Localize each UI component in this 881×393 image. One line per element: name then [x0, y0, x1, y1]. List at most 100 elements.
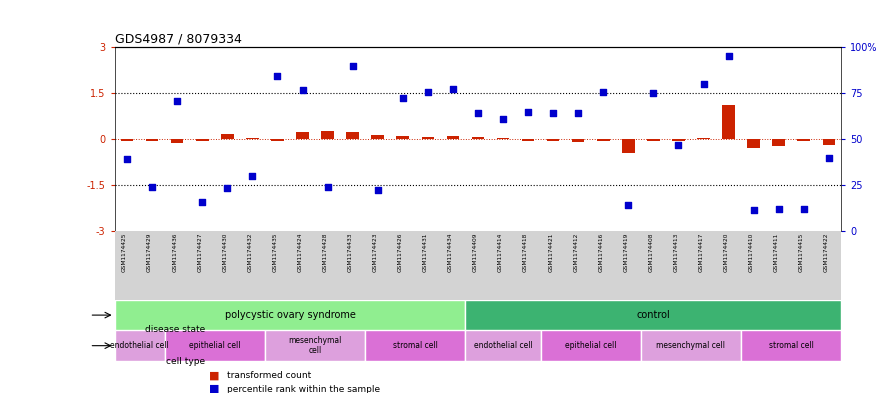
Bar — [672, 139, 685, 141]
Text: endothelial cell: endothelial cell — [474, 341, 532, 350]
Text: epithelial cell: epithelial cell — [565, 341, 617, 350]
Bar — [121, 139, 133, 141]
Bar — [741, 330, 841, 362]
Text: GSM1174431: GSM1174431 — [423, 233, 428, 272]
Text: ■: ■ — [209, 370, 219, 380]
Text: GSM1174409: GSM1174409 — [473, 233, 478, 272]
Bar — [497, 138, 509, 139]
Point — [796, 206, 811, 212]
Bar — [572, 139, 584, 141]
Bar — [597, 139, 610, 141]
Text: GSM1174422: GSM1174422 — [824, 233, 829, 272]
Point — [396, 95, 410, 101]
Bar — [648, 139, 660, 141]
Bar — [246, 138, 259, 139]
Point — [647, 90, 661, 96]
Text: GSM1174413: GSM1174413 — [673, 233, 678, 272]
Text: stromal cell: stromal cell — [769, 341, 814, 350]
Point — [245, 173, 259, 179]
Text: cell type: cell type — [167, 357, 205, 366]
Bar — [396, 136, 409, 139]
Text: ■: ■ — [209, 384, 219, 393]
Bar — [171, 139, 183, 143]
Text: GSM1174435: GSM1174435 — [272, 233, 278, 272]
Point — [697, 81, 711, 87]
Text: GSM1174432: GSM1174432 — [248, 233, 252, 272]
Text: GSM1174416: GSM1174416 — [598, 233, 603, 272]
Point — [371, 187, 385, 193]
Point — [295, 86, 309, 93]
Bar — [722, 105, 735, 139]
Point — [470, 110, 485, 116]
Bar — [271, 139, 284, 141]
Text: GSM1174411: GSM1174411 — [774, 233, 779, 272]
Point — [822, 154, 836, 161]
Point — [496, 116, 510, 122]
Text: GSM1174426: GSM1174426 — [397, 233, 403, 272]
Text: GSM1174427: GSM1174427 — [197, 233, 203, 272]
Bar — [471, 137, 485, 139]
Point — [571, 110, 585, 116]
Text: GSM1174430: GSM1174430 — [222, 233, 227, 272]
Text: GSM1174408: GSM1174408 — [648, 233, 654, 272]
Bar — [697, 138, 710, 139]
Text: endothelial cell: endothelial cell — [110, 341, 169, 350]
Point — [270, 73, 285, 79]
Point — [196, 199, 210, 205]
Bar — [265, 330, 365, 362]
Point — [722, 53, 736, 59]
Point — [521, 108, 535, 115]
Bar — [797, 139, 810, 141]
Text: epithelial cell: epithelial cell — [189, 341, 241, 350]
Text: GSM1174428: GSM1174428 — [322, 233, 328, 272]
Text: GSM1174433: GSM1174433 — [348, 233, 352, 272]
Text: GSM1174425: GSM1174425 — [122, 233, 127, 272]
Point — [321, 184, 335, 190]
Bar — [115, 330, 165, 362]
Text: disease state: disease state — [145, 325, 205, 334]
Text: stromal cell: stromal cell — [393, 341, 438, 350]
Text: GSM1174434: GSM1174434 — [448, 233, 453, 272]
Text: mesenchymal
cell: mesenchymal cell — [288, 336, 342, 355]
Text: percentile rank within the sample: percentile rank within the sample — [227, 385, 381, 393]
Point — [446, 85, 460, 92]
Point — [145, 184, 159, 190]
Point — [621, 202, 635, 208]
Point — [170, 98, 184, 104]
Text: GSM1174414: GSM1174414 — [498, 233, 503, 272]
Text: GSM1174419: GSM1174419 — [624, 233, 628, 272]
Bar — [221, 134, 233, 139]
Bar — [622, 139, 634, 153]
Point — [671, 142, 685, 149]
Text: control: control — [636, 310, 670, 320]
Bar — [547, 139, 559, 141]
Point — [746, 207, 760, 213]
Bar — [196, 139, 209, 141]
Bar — [115, 300, 465, 330]
Point — [546, 110, 560, 116]
Bar — [447, 136, 459, 139]
Text: GSM1174418: GSM1174418 — [523, 233, 528, 272]
Bar — [346, 132, 359, 139]
Text: GSM1174410: GSM1174410 — [749, 233, 753, 272]
Text: GSM1174421: GSM1174421 — [548, 233, 553, 272]
Bar — [146, 139, 159, 141]
Bar — [365, 330, 465, 362]
Bar — [322, 130, 334, 139]
Text: GSM1174436: GSM1174436 — [172, 233, 177, 272]
Text: GDS4987 / 8079334: GDS4987 / 8079334 — [115, 33, 241, 46]
Text: GSM1174415: GSM1174415 — [799, 233, 803, 272]
Point — [772, 206, 786, 212]
Bar — [165, 330, 265, 362]
Point — [345, 62, 359, 69]
Text: polycystic ovary syndrome: polycystic ovary syndrome — [225, 310, 355, 320]
Bar — [773, 139, 785, 146]
Text: transformed count: transformed count — [227, 371, 312, 380]
Bar — [522, 139, 535, 141]
Text: GSM1174423: GSM1174423 — [373, 233, 378, 272]
Point — [220, 185, 234, 191]
Text: GSM1174412: GSM1174412 — [574, 233, 578, 272]
Text: GSM1174417: GSM1174417 — [699, 233, 704, 272]
Point — [421, 88, 435, 95]
Bar — [640, 330, 741, 362]
